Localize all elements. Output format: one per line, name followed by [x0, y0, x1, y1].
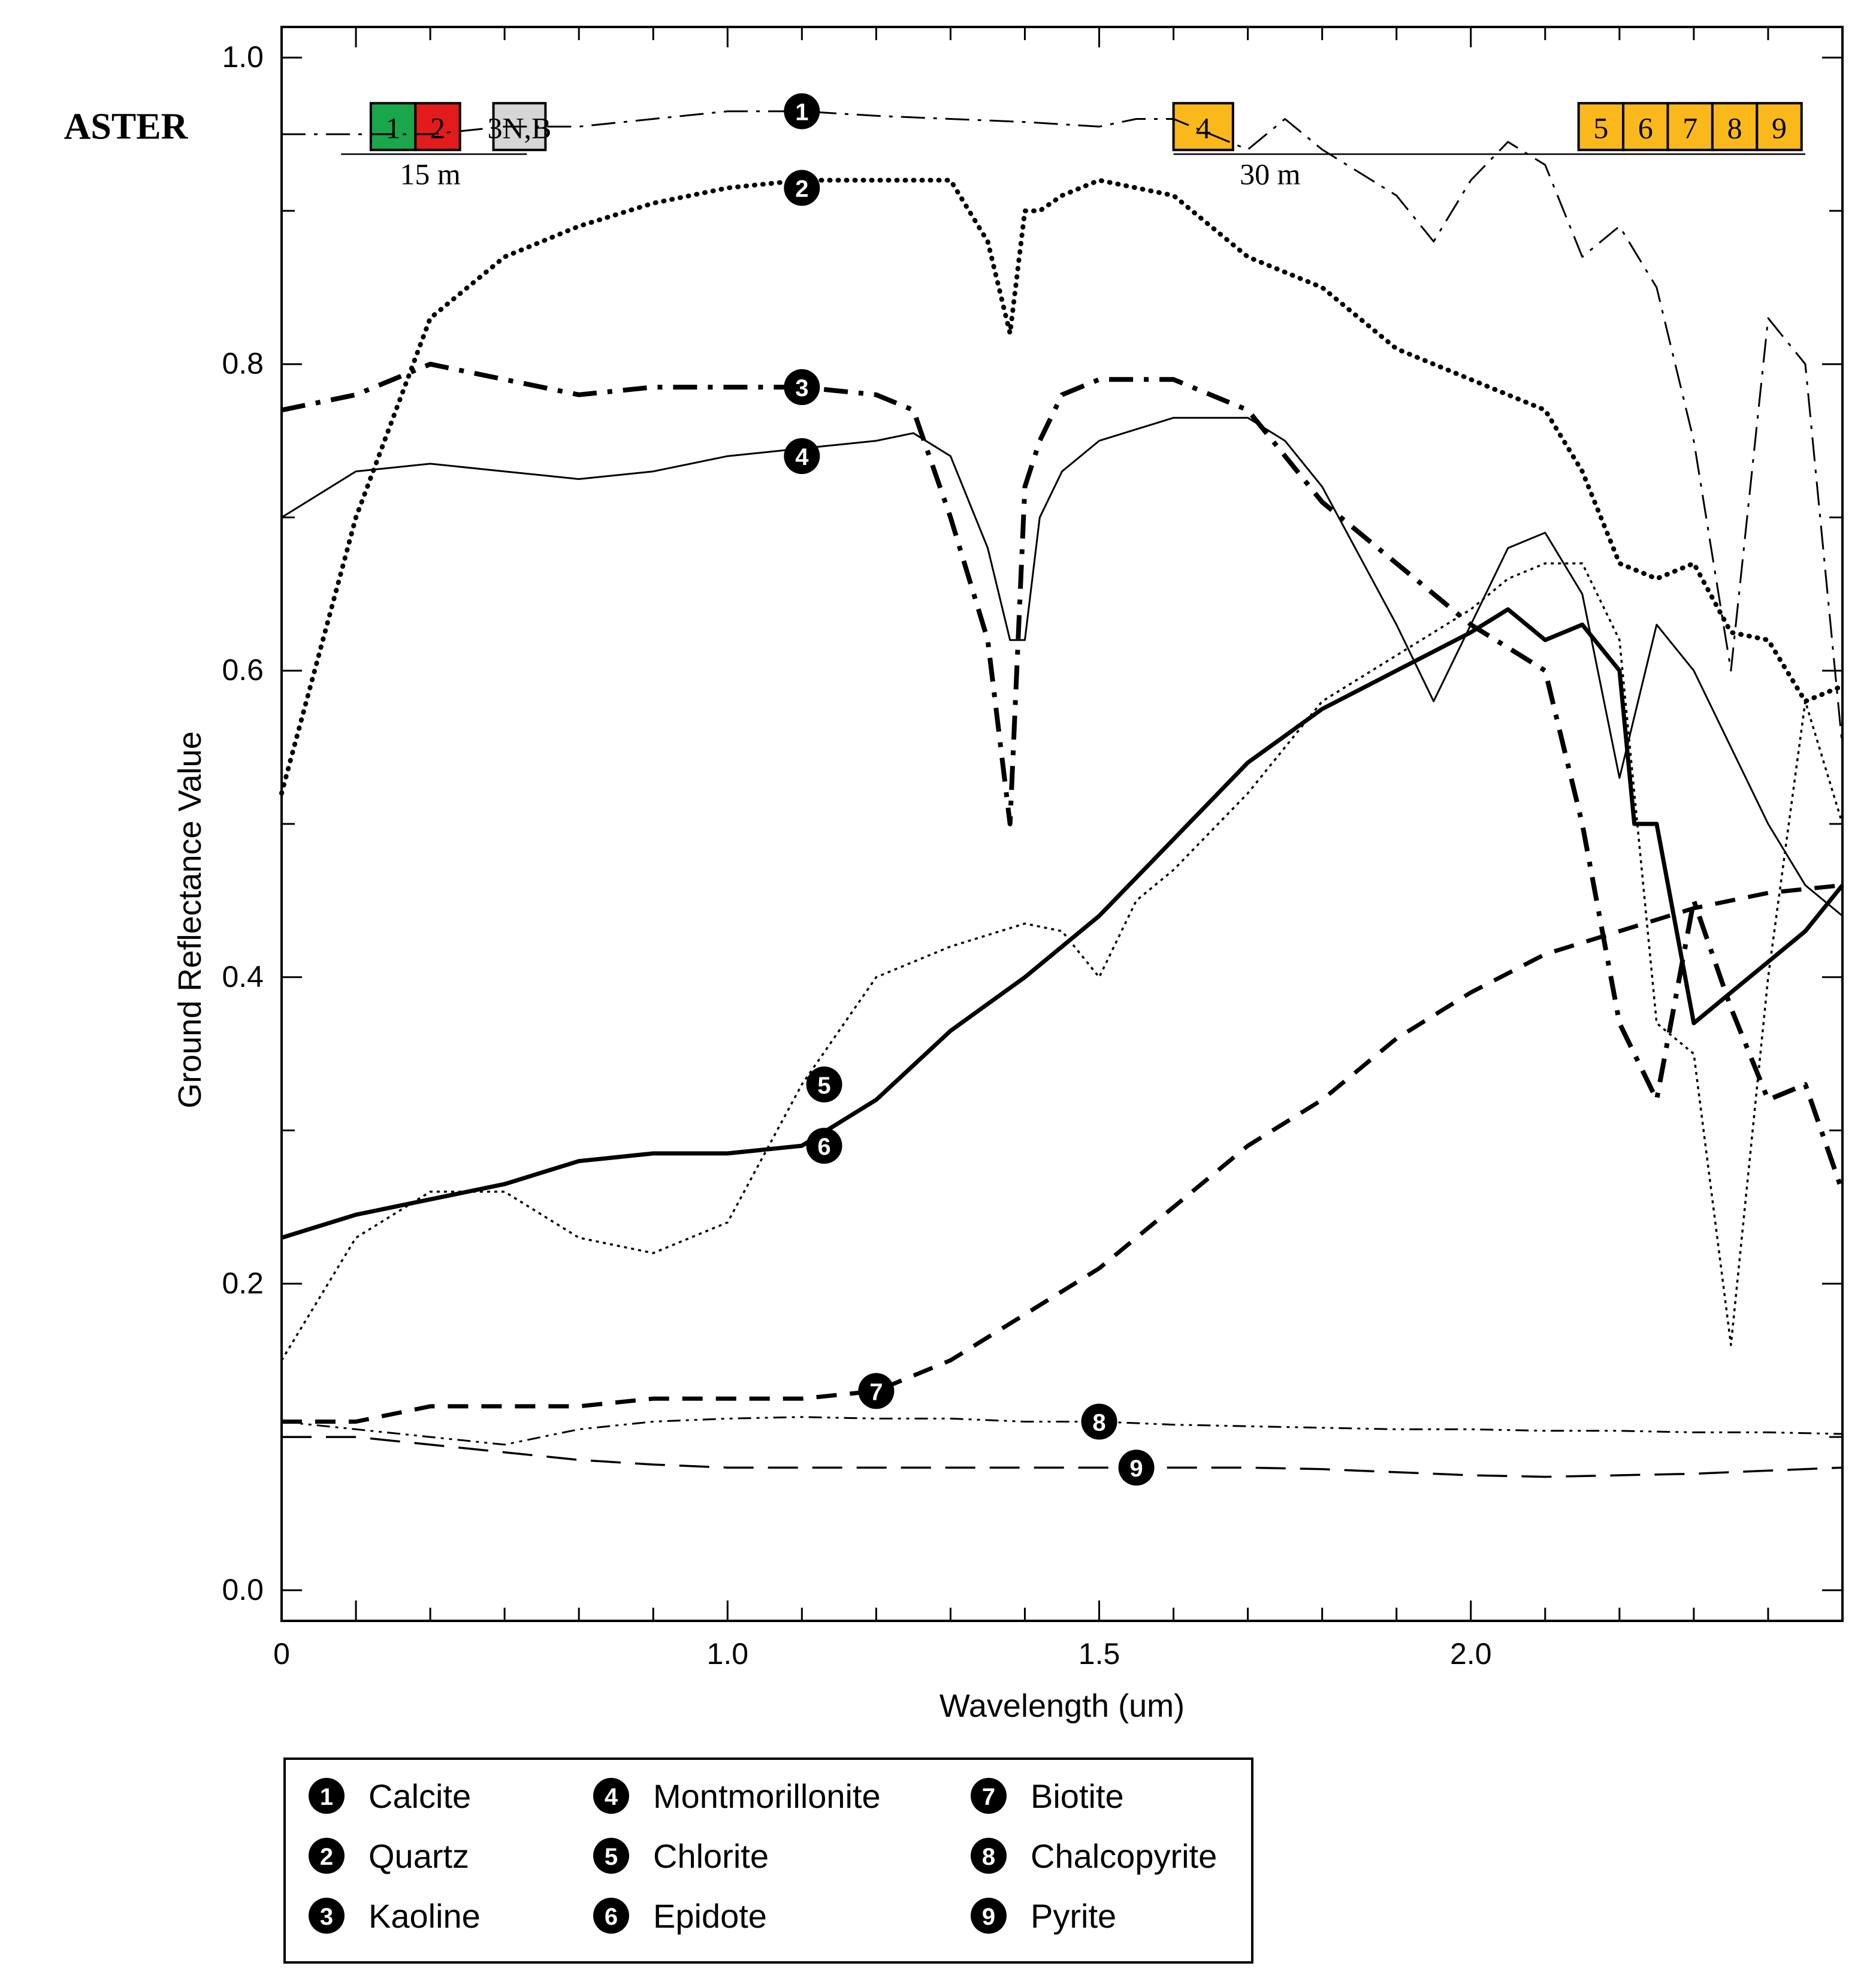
sensor-band-label: 8	[1727, 111, 1742, 144]
series-line-4	[281, 416, 1843, 917]
y-tick-label: 0.0	[222, 1573, 264, 1606]
sensor-band-label: 5	[1593, 111, 1608, 144]
legend-marker-9-circle	[971, 1898, 1007, 1934]
sensor-band-label: 3N,B	[487, 111, 551, 144]
axes-layer: 0.0 0.2 0.4 0.6 0.8 1.0 0 1.0 1.5 2.0 Wavelength (…	[172, 26, 1844, 1724]
series-marker-6-label: 6	[817, 1134, 830, 1160]
series-markers-layer: 1 2 3 4 5 6 7 89	[784, 93, 1155, 1486]
sensor-band-label: 7	[1682, 111, 1697, 144]
sensor-band-box	[1622, 102, 1669, 152]
legend-marker-8-circle	[971, 1838, 1007, 1874]
series-line-1	[282, 110, 1844, 748]
legend-box	[283, 1757, 1253, 1964]
series-marker-8-label: 8	[1092, 1410, 1105, 1436]
x-tick-label: 0	[273, 1637, 290, 1671]
series-marker-5-circle	[806, 1066, 842, 1103]
sensor-band-label: 1	[386, 111, 401, 144]
series-layer	[279, 110, 1845, 1478]
legend-label-chalcopyrite: Chalcopyrite	[1031, 1837, 1217, 1875]
legend-label-chlorite: Chlorite	[653, 1837, 769, 1875]
sensor-band-label: 6	[1638, 111, 1653, 144]
y-tick-label: 0.4	[222, 960, 264, 993]
sensor-band-box	[1711, 102, 1759, 152]
series-marker-4-circle	[784, 438, 820, 475]
sensor-band-box	[1756, 102, 1803, 152]
series-marker-9-label: 9	[1129, 1455, 1143, 1482]
series-line-5	[280, 562, 1844, 1361]
series-marker-3-label: 3	[795, 375, 808, 401]
series-marker-8-circle	[1081, 1403, 1117, 1440]
series-marker-9-circle	[1118, 1449, 1155, 1486]
sensor-band-label: 4	[1196, 111, 1211, 144]
legend-marker-7-label: 7	[982, 1784, 995, 1810]
series-line-9	[282, 1436, 1843, 1478]
legend-marker-2-circle	[309, 1838, 345, 1874]
series-marker-5-label: 5	[817, 1073, 830, 1099]
y-tick-label: 0.2	[222, 1266, 264, 1300]
series-line-6	[280, 607, 1844, 1240]
series-line-7	[282, 883, 1843, 1424]
legend-marker-3-label: 3	[320, 1904, 333, 1930]
legend-label-kaoline: Kaoline	[368, 1897, 481, 1935]
series-marker-7-label: 7	[869, 1379, 883, 1405]
resolution-label: 30 m	[1240, 157, 1301, 191]
legend-marker-8-label: 8	[982, 1844, 995, 1870]
legend-marker-3-circle	[309, 1898, 345, 1934]
series-line-3	[281, 361, 1845, 1193]
legend-marker-2-label: 2	[320, 1844, 333, 1870]
y-axis-title: Ground Reflectance Value	[172, 731, 208, 1108]
legend-marker-9-label: 9	[982, 1904, 995, 1930]
y-tick-label: 0.8	[222, 347, 264, 381]
y-tick-label: 0.6	[222, 653, 264, 687]
legend: 1 Calcite 2 Quartz 3 Kaoline 4 Montmorillonite 5…	[283, 1757, 1253, 1964]
legend-marker-5-label: 5	[605, 1844, 618, 1870]
legend-marker-6-circle	[593, 1898, 629, 1934]
x-axis-title: Wavelength (um)	[939, 1688, 1185, 1724]
legend-marker-7-circle	[971, 1778, 1007, 1814]
sensor-band-label: 9	[1772, 111, 1787, 144]
legend-marker-1-circle	[309, 1778, 345, 1814]
legend-label-biotite: Biotite	[1031, 1777, 1124, 1815]
series-marker-6-circle	[806, 1128, 842, 1164]
sensor-bands-layer: PRISMA239 bands - 30 mWorldView-31234567…	[64, 102, 1805, 191]
legend-marker-4-label: 4	[605, 1784, 618, 1810]
series-marker-1-circle	[784, 93, 820, 129]
sensor-band-label: 2	[430, 111, 445, 144]
x-tick-label: 2.0	[1450, 1637, 1492, 1671]
x-tick-label: 1.0	[707, 1637, 749, 1671]
legend-label-montmorillonite: Montmorillonite	[653, 1777, 881, 1815]
legend-label-quartz: Quartz	[368, 1837, 469, 1875]
sensor-band-box	[1172, 102, 1234, 152]
legend-label-pyrite: Pyrite	[1031, 1897, 1116, 1935]
resolution-label: 15 m	[400, 157, 461, 191]
series-marker-1-label: 1	[795, 99, 808, 126]
series-line-8	[281, 1416, 1843, 1446]
series-marker-7-circle	[858, 1373, 895, 1409]
legend-marker-1-label: 1	[320, 1784, 333, 1810]
x-tick-label: 1.5	[1079, 1637, 1120, 1671]
series-line-2	[279, 177, 1845, 796]
legend-label-calcite: Calcite	[368, 1777, 471, 1815]
y-tick-label: 1.0	[222, 40, 264, 74]
series-marker-2-label: 2	[795, 176, 808, 203]
legend-marker-4-circle	[593, 1778, 629, 1814]
legend-marker-6-label: 6	[605, 1904, 618, 1930]
sensor-band-box	[414, 102, 461, 152]
legend-label-epidote: Epidote	[653, 1897, 767, 1935]
sensor-band-box	[369, 102, 417, 152]
series-marker-4-label: 4	[795, 444, 809, 470]
legend-marker-5-circle	[593, 1838, 629, 1874]
series-marker-2-circle	[784, 170, 820, 206]
series-marker-3-circle	[784, 369, 820, 406]
sensor-label-aster: ASTER	[64, 106, 189, 147]
